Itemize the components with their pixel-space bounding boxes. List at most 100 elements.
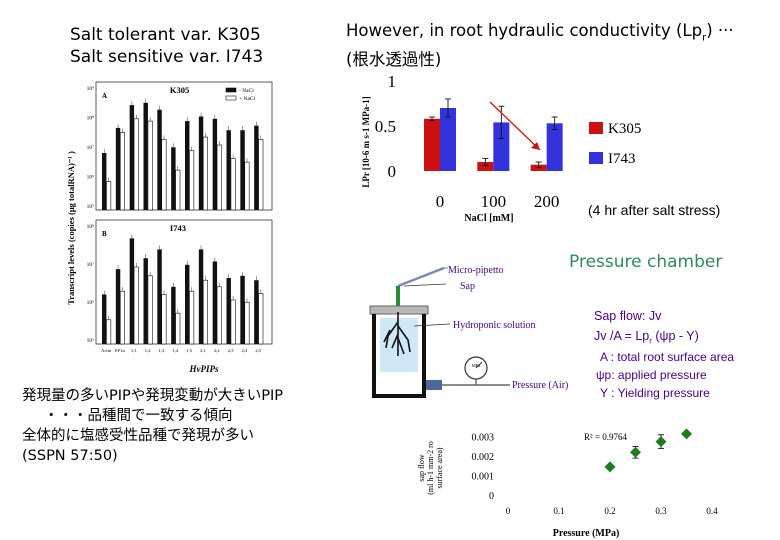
expr-y-tick: 10⁹ [87, 86, 95, 92]
expr-bar-minus [226, 130, 231, 210]
expr-y-tick: 10⁷ [87, 262, 95, 268]
expr-x-tick: 2;2 [214, 348, 220, 353]
expr-bar-minus [198, 249, 204, 344]
sap-y-label-3: surface area) [435, 447, 444, 488]
micro-pipette [397, 266, 445, 288]
sap-points [604, 428, 692, 473]
sap-axes: 0.003 0.002 0.001 0 0 0.1 0.2 0.3 0.4 [472, 433, 719, 516]
left-title-line1: Salt tolerant var. K305 [70, 25, 261, 45]
expr-panel-name: I743 [170, 223, 186, 233]
expr-x-tick: 2;3 [228, 348, 235, 353]
expr-bar-plus [230, 299, 236, 345]
sap-point [655, 436, 667, 448]
sap-x-label: Pressure (MPa) [553, 528, 620, 539]
lpr-x-label: NaCl [mM] [464, 213, 513, 224]
sap-flow-chart: sap flow (ml h-1 mm-2 ro surface area) 0… [417, 428, 719, 539]
right-title-line1: However, in root hydraulic conductivity … [346, 21, 734, 44]
gauge-needle [475, 361, 483, 369]
equations: Sap flow: Jv Jv /A = Lpr (ψp - Y) [594, 306, 699, 352]
sap-y-label-1: sap flow [417, 454, 426, 482]
expr-bar-minus [240, 130, 245, 210]
expr-bar-minus [157, 109, 162, 210]
expr-bar-minus [254, 125, 259, 210]
expr-bar-minus [102, 153, 107, 210]
expr-panel-frame [95, 219, 273, 345]
sap-label: Sap [460, 281, 475, 292]
expr-bar-plus [161, 294, 167, 345]
expr-bar-minus [143, 258, 148, 344]
def-y: Y : Yielding pressure [600, 386, 710, 400]
right-title-line2: (根水透過性) [346, 50, 442, 70]
expr-bar-plus [119, 132, 125, 211]
sap-y-tick: 0.002 [472, 452, 495, 463]
expr-bar-plus [258, 293, 264, 345]
lpr-legend-swatch-i743 [589, 152, 603, 164]
lpr-x-tick: 200 [534, 192, 560, 211]
expr-bar-plus [216, 144, 222, 211]
micro-pipetto-label: Micro-pipetto [448, 265, 504, 276]
expr-panel-letter: B [102, 230, 107, 238]
def-psi: ψp: applied pressure [596, 368, 707, 382]
air-inlet [426, 380, 442, 390]
expr-bar-plus [244, 301, 250, 345]
sap-y-tick: 0.001 [472, 472, 495, 483]
expr-bar-minus [198, 116, 204, 210]
sap-pointer [403, 283, 447, 287]
lpr-y-ticks: 10.50 [375, 72, 396, 181]
lpr-legend-swatch-k305 [589, 122, 603, 134]
legend-plus-nacl: + NaCl [239, 96, 256, 102]
lpr-legend: K305 I743 [589, 121, 641, 167]
lpr-trend-arrow [489, 101, 541, 151]
eq-sap-flow: Sap flow: Jv [594, 309, 662, 323]
lpr-y-tick: 1 [388, 72, 397, 91]
expr-bar-plus [230, 158, 236, 211]
jp-note-line2: ・・・品種間で一致する傾向 [44, 408, 233, 424]
expr-bar-plus [258, 139, 264, 211]
expr-x-tick: 1;5 [186, 348, 193, 353]
sap-x-tick: 0.1 [553, 506, 564, 516]
expr-bar-plus [216, 286, 222, 345]
sap-point [630, 446, 641, 458]
expr-bar-plus [119, 290, 125, 345]
expr-panel-name: K305 [170, 85, 189, 95]
hydroponic-pointer [413, 323, 451, 327]
lpr-bar-k305 [477, 162, 494, 171]
expression-figure: A K305 10⁹ 10⁸ 10⁷ 10⁶ 10⁵ - NaCl + NaCl B I743 10⁸… [62, 74, 278, 382]
expr-bar-minus [129, 238, 135, 344]
expr-bar-plus [147, 275, 153, 345]
definitions: A : total root surface area ψp: applied … [596, 348, 734, 402]
expr-bar-minus [185, 121, 190, 210]
lpr-y-tick: 0.5 [375, 117, 396, 136]
expr-panel-letter: A [102, 92, 107, 100]
lpr-legend-label-k305: K305 [608, 121, 641, 137]
expr-y-tick: 10⁸ [87, 224, 95, 230]
expr-bar-plus [133, 118, 139, 211]
lpr-x-ticks: 0 100 200 [436, 192, 560, 211]
right-title: However, in root hydraulic conductivity … [346, 20, 734, 71]
expr-bar-plus [161, 139, 167, 211]
expr-x-tick: EF1α [115, 348, 126, 353]
sap-x-tick: 0 [506, 506, 511, 516]
expr-bar-plus [106, 319, 112, 345]
sap-y-label-2: (ml h-1 mm-2 ro [426, 441, 435, 495]
expr-bar-plus [106, 181, 112, 211]
lpr-bar-i743 [493, 122, 510, 171]
pressure-air-label: Pressure (Air) [512, 380, 568, 391]
expr-bar-minus [240, 275, 245, 344]
pressure-chamber-diagram: Micro-pipetto Sap Hydroponic solution MP… [369, 265, 568, 398]
expr-bar-minus [212, 118, 218, 210]
expr-bar-plus [175, 312, 181, 345]
lpr-chart: LPr [10-6 m s-1 MPa-1] 10.50 0 100 200 NaC… [361, 72, 641, 224]
jp-note-line3: 全体的に塩感受性品種で発現が多い [22, 428, 254, 444]
lpr-arrow-head [531, 142, 540, 150]
sap-x-tick: 0.2 [604, 506, 615, 516]
expr-y-tick: 10⁶ [87, 300, 95, 306]
sap-y-tick: 0 [489, 491, 494, 502]
expr-bar-minus [171, 147, 176, 210]
lpr-bar-k305 [424, 118, 440, 171]
sap-point [681, 428, 692, 440]
pressure-chamber-title: Pressure chamber [569, 252, 723, 272]
expr-bar-minus [254, 280, 259, 344]
chamber-lid [369, 305, 429, 315]
jp-note-line4: (SSPN 57:50) [22, 448, 118, 464]
